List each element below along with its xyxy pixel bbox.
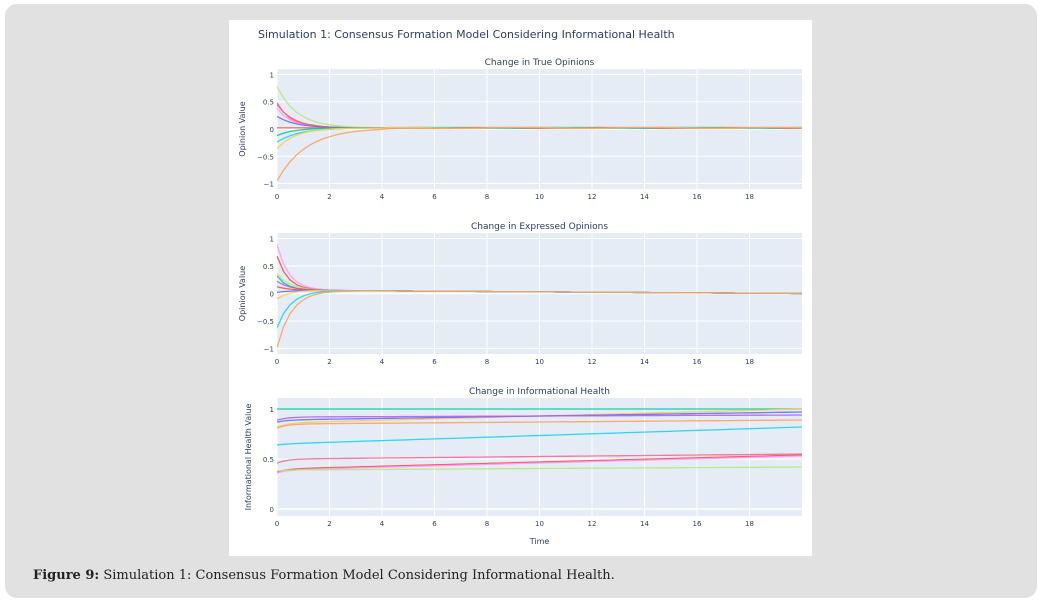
y-tick-label: 0 <box>270 126 274 134</box>
x-tick-label: 0 <box>275 193 279 201</box>
x-tick-label: 8 <box>485 193 489 201</box>
figure-caption: Figure 9: Simulation 1: Consensus Format… <box>33 568 615 583</box>
x-tick-label: 2 <box>327 520 331 528</box>
subplot-title: Change in True Opinions <box>485 58 595 68</box>
x-tick-label: 0 <box>275 358 279 366</box>
series-group <box>277 408 802 474</box>
x-axis-label: Time <box>529 537 550 546</box>
x-tick-label: 18 <box>745 358 754 366</box>
subplot-title: Change in Informational Health <box>469 387 610 397</box>
subplot-3: 0 2 4 6 8 10 12 14 16 18 0 0.5 1 Change in Informatio… <box>244 387 802 546</box>
figure-title: Simulation 1: Consensus Formation Model … <box>258 28 675 41</box>
x-tick-label: 0 <box>275 520 279 528</box>
y-tick-label: −0.5 <box>257 318 274 326</box>
caption-text: Simulation 1: Consensus Formation Model … <box>99 568 615 583</box>
x-tick-label: 10 <box>535 520 544 528</box>
y-tick-label: −1 <box>264 181 274 189</box>
caption-label: Figure 9: <box>33 568 100 583</box>
subplot-2: 0 2 4 6 8 10 12 14 16 18 −1 −0.5 0 0.5 1 Change in Expr… <box>238 222 802 366</box>
series-line-agent-5 <box>277 419 802 429</box>
y-tick-label: 0.5 <box>263 263 274 271</box>
y-tick-label: 0.5 <box>263 99 274 107</box>
y-tick-label: 1 <box>270 406 274 414</box>
x-tick-label: 6 <box>432 358 437 366</box>
x-tick-label: 14 <box>640 520 649 528</box>
x-tick-label: 14 <box>640 358 649 366</box>
figure-svg: Simulation 1: Consensus Formation Model … <box>238 28 802 546</box>
y-tick-label: 1 <box>270 71 274 79</box>
x-tick-label: 12 <box>588 520 597 528</box>
series-line-agent-10 <box>277 290 802 348</box>
y-tick-label: 0 <box>270 291 274 299</box>
y-axis-label: Opinion Value <box>238 266 247 321</box>
x-tick-label: 2 <box>327 193 331 201</box>
series-line-agent-10 <box>277 466 802 472</box>
x-tick-label: 8 <box>485 520 489 528</box>
y-axis-label: Informational Health Value <box>244 404 253 511</box>
x-tick-label: 12 <box>588 193 597 201</box>
x-tick-label: 4 <box>380 193 385 201</box>
x-tick-label: 4 <box>380 358 385 366</box>
subplot-1: 0 2 4 6 8 10 12 14 16 18 −1 −0.5 0 0.5 1 Change in True… <box>238 58 802 201</box>
x-tick-label: 16 <box>693 193 702 201</box>
y-tick-label: 0.5 <box>263 456 274 464</box>
series-line-agent-8 <box>277 454 802 473</box>
series-line-agent-10 <box>277 126 802 182</box>
x-tick-label: 16 <box>693 358 702 366</box>
x-tick-label: 8 <box>485 358 489 366</box>
subplot-title: Change in Expressed Opinions <box>471 222 608 232</box>
series-line-agent-4 <box>277 414 802 421</box>
series-group <box>277 86 802 182</box>
x-tick-label: 12 <box>588 358 597 366</box>
series-group <box>277 244 802 348</box>
series-line-agent-7 <box>277 453 802 464</box>
y-tick-label: 0 <box>270 506 274 514</box>
x-tick-label: 6 <box>432 193 437 201</box>
y-tick-label: −0.5 <box>257 153 274 161</box>
x-tick-label: 18 <box>745 193 754 201</box>
x-tick-label: 6 <box>432 520 437 528</box>
y-axis-label: Opinion Value <box>238 101 247 156</box>
x-tick-label: 14 <box>640 193 649 201</box>
x-tick-label: 2 <box>327 358 331 366</box>
series-line-agent-6 <box>277 426 802 446</box>
series-line-agent-9 <box>277 455 802 474</box>
x-tick-label: 18 <box>745 520 754 528</box>
x-tick-label: 16 <box>693 520 702 528</box>
x-tick-label: 4 <box>380 520 385 528</box>
x-tick-label: 10 <box>535 193 544 201</box>
figure-panel: Simulation 1: Consensus Formation Model … <box>229 20 812 556</box>
y-tick-label: −1 <box>264 346 274 354</box>
y-tick-label: 1 <box>270 236 274 244</box>
x-tick-label: 10 <box>535 358 544 366</box>
